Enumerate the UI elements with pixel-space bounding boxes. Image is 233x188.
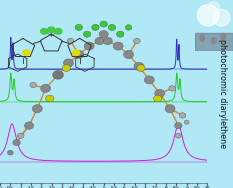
Circle shape: [175, 133, 181, 138]
Ellipse shape: [197, 5, 219, 26]
Circle shape: [74, 50, 84, 59]
Circle shape: [30, 82, 37, 88]
Circle shape: [99, 30, 108, 38]
Circle shape: [116, 31, 124, 37]
Circle shape: [125, 25, 132, 30]
Circle shape: [46, 95, 54, 102]
Circle shape: [84, 42, 94, 50]
Circle shape: [24, 122, 34, 129]
Circle shape: [144, 76, 154, 84]
Circle shape: [155, 89, 165, 98]
Circle shape: [100, 21, 107, 27]
Circle shape: [41, 28, 48, 34]
Circle shape: [95, 37, 104, 45]
Circle shape: [137, 65, 145, 71]
Circle shape: [154, 95, 162, 102]
Circle shape: [108, 24, 116, 30]
Circle shape: [103, 37, 112, 45]
Circle shape: [221, 33, 226, 40]
Circle shape: [212, 38, 216, 44]
Circle shape: [41, 84, 51, 92]
Bar: [195, 33, 233, 51]
Circle shape: [165, 105, 175, 113]
Circle shape: [23, 50, 30, 56]
Circle shape: [169, 86, 175, 91]
Circle shape: [62, 65, 71, 71]
Circle shape: [92, 24, 99, 30]
Circle shape: [113, 42, 123, 50]
Text: photochromic diarylethene: photochromic diarylethene: [219, 39, 227, 149]
Ellipse shape: [213, 9, 230, 26]
Circle shape: [179, 113, 186, 118]
Circle shape: [32, 105, 42, 113]
Circle shape: [184, 120, 189, 124]
Circle shape: [134, 38, 140, 44]
Circle shape: [7, 150, 13, 155]
Circle shape: [48, 27, 55, 33]
Circle shape: [17, 133, 24, 138]
Circle shape: [134, 62, 144, 70]
Circle shape: [63, 59, 73, 67]
Circle shape: [123, 50, 134, 59]
Circle shape: [175, 123, 182, 129]
Circle shape: [83, 31, 91, 37]
Circle shape: [75, 24, 82, 30]
Circle shape: [53, 70, 63, 79]
Circle shape: [200, 35, 205, 41]
Circle shape: [55, 28, 62, 34]
Circle shape: [67, 38, 74, 44]
Circle shape: [72, 50, 80, 56]
Ellipse shape: [208, 2, 219, 13]
Circle shape: [13, 139, 20, 146]
